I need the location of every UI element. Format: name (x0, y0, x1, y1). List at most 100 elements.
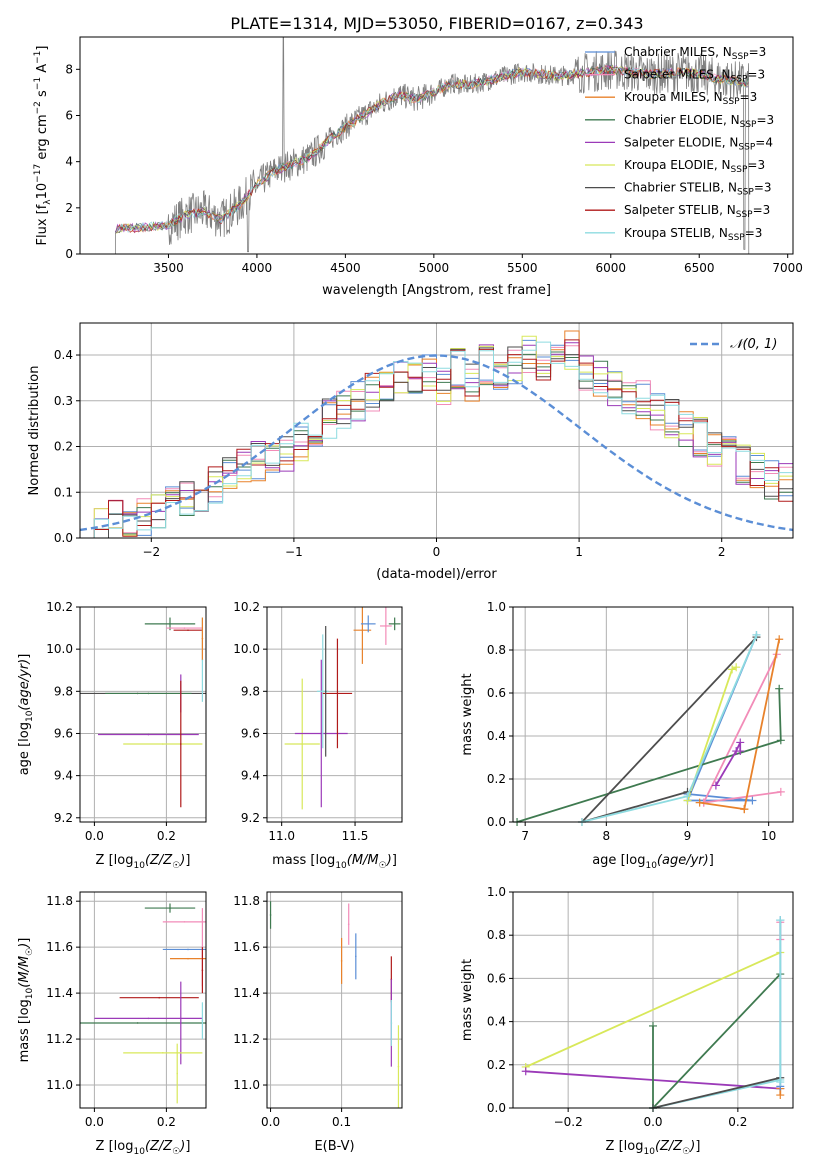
label-part: (M/M (347, 853, 379, 868)
data-point (187, 948, 189, 951)
legend-sub: SSP (737, 188, 754, 198)
panels: 3500 4000 4500 5000 5500 6000 6500 7000 0 2 4 6 8 wav… (17, 36, 803, 1157)
tick-label-x: −0.2 (554, 1115, 583, 1129)
label-part: (Z/Z (145, 853, 173, 868)
tick-label-y: 0.2 (487, 772, 506, 786)
legend-text: Salpeter MILES, N (624, 68, 731, 82)
tick-label-y: 0.8 (487, 643, 506, 657)
tick-label-x: 7 (521, 829, 529, 843)
tick-label-y: 0.1 (54, 485, 73, 499)
tick-label-y: 11.4 (46, 986, 73, 1000)
data-point (201, 969, 204, 971)
data-point (301, 743, 304, 745)
tick-label-x: 9 (684, 829, 692, 843)
axis-label-x: wavelength [Angstrom, rest frame] (322, 283, 551, 298)
axis-label-x: Z [log10(Z/Z☉)] (96, 853, 191, 871)
marker-plus (649, 1021, 657, 1030)
label-sub: 10 (335, 861, 347, 871)
tick-label-y: 10.2 (46, 600, 73, 614)
legend-text: =3 (745, 226, 763, 240)
tick-label-y: 0.2 (487, 1058, 506, 1072)
data-point (347, 923, 350, 925)
axes-frame (79, 606, 207, 823)
legend-sub: SSP (728, 233, 745, 243)
legend-label: Kroupa MILES, NSSP=3 (624, 90, 757, 107)
tick-label-y: 0.3 (54, 394, 73, 408)
axis-label-x: Z [log10(Z/Z☉)] (96, 1139, 191, 1157)
legend-text: Chabrier MILES, N (624, 45, 732, 59)
label-part: ) (689, 1139, 695, 1154)
series-line-salpeter_miles (702, 653, 781, 804)
label-sub: ☉ (25, 948, 35, 956)
data-point (336, 692, 339, 695)
axis-label-x: age [log10(age/yr)] (592, 853, 714, 871)
label-sub: 10 (133, 1147, 145, 1157)
legend-sub: SSP (738, 142, 755, 152)
tick-label-y: 10.0 (233, 642, 260, 656)
tick-label-y: 11.8 (46, 894, 73, 908)
tick-label-y: 6 (65, 108, 73, 122)
label-part: ] (17, 938, 32, 943)
tick-label-y: 0.2 (54, 440, 73, 454)
panel-4: 11.0 11.5 9.2 9.4 9.6 9.8 10.0 10.2 mass [log10(… (233, 600, 403, 871)
axis-label-y: mass [log10(M/M☉)] (17, 938, 35, 1063)
data-point (367, 623, 370, 625)
tick-label-x: 8 (603, 829, 611, 843)
tick-label-x: 5000 (419, 261, 450, 275)
axes-frame (79, 322, 794, 539)
model-line-kroupa_elodie (115, 64, 749, 234)
tick-label-x: 10 (761, 829, 776, 843)
tick-label-y: 0.0 (54, 531, 73, 545)
legend-text: =4 (755, 135, 773, 149)
marker-plus (732, 663, 741, 672)
tick-label-x: 7000 (772, 261, 803, 275)
marker-plus (740, 805, 749, 814)
legend-text: Kroupa STELIB, N (624, 226, 728, 240)
tick-label-y: 0.0 (487, 1101, 506, 1115)
label-part: ] (17, 654, 32, 659)
data-point (169, 623, 171, 625)
label-part: 10 (35, 183, 50, 200)
label-part: (age/yr) (17, 659, 32, 711)
tick-label-x: 0.0 (85, 1115, 104, 1129)
legend-label: Kroupa ELODIE, NSSP=3 (624, 158, 765, 175)
histogram-kroupa_stelib (80, 341, 793, 538)
tick-label-x: 0.0 (85, 829, 104, 843)
label-part: mass [log (17, 999, 32, 1062)
axis-label-x: (data-model)/error (376, 567, 497, 582)
label-sub: ☉ (172, 861, 180, 871)
legend-text: =3 (747, 68, 765, 82)
tick-label-y: 9.6 (54, 726, 73, 740)
tick-label-y: 9.2 (54, 811, 73, 825)
label-part: ] (392, 853, 397, 868)
panel-2: −2 −1 0 1 2 0.0 0.1 0.2 0.3 0.4 𝒩(0, 1) (data-model… (27, 322, 794, 582)
data-point (390, 1022, 393, 1024)
legend-label: 𝒩(0, 1) (730, 337, 777, 352)
axis-label-y: Flux [fλ10−17 erg cm−2 s−1 A−1] (33, 46, 53, 246)
label-part: ) (179, 853, 185, 868)
model-line-kroupa_stelib (115, 66, 749, 234)
legend-label: Salpeter STELIB, NSSP=3 (624, 203, 770, 220)
data-point (147, 1017, 150, 1020)
legend-text: =3 (740, 90, 758, 104)
tick-label-y: 0 (65, 247, 73, 261)
tick-label-y: 0.8 (487, 928, 506, 942)
tick-label-y: 1.0 (487, 885, 506, 899)
tick-label-y: 11.2 (46, 1032, 73, 1046)
data-point (187, 957, 189, 960)
tick-label-y: 11.8 (233, 894, 260, 908)
label-part: mass [log (272, 853, 335, 868)
data-point (162, 1052, 164, 1054)
tick-label-y: 9.4 (54, 769, 73, 783)
label-part: ] (35, 46, 50, 51)
data-point (321, 690, 324, 693)
label-part: age [log (17, 722, 32, 775)
label-part: ) (179, 1139, 185, 1154)
data-point (176, 1072, 178, 1075)
legend-sub: SSP (732, 52, 749, 62)
label-part: ] (709, 853, 714, 868)
legend-label: Kroupa STELIB, NSSP=3 (624, 226, 762, 243)
series-line-salpeter_elodie (715, 742, 742, 786)
figure-title: PLATE=1314, MJD=53050, FIBERID=0167, z=0… (230, 14, 643, 33)
data-point (324, 690, 327, 693)
